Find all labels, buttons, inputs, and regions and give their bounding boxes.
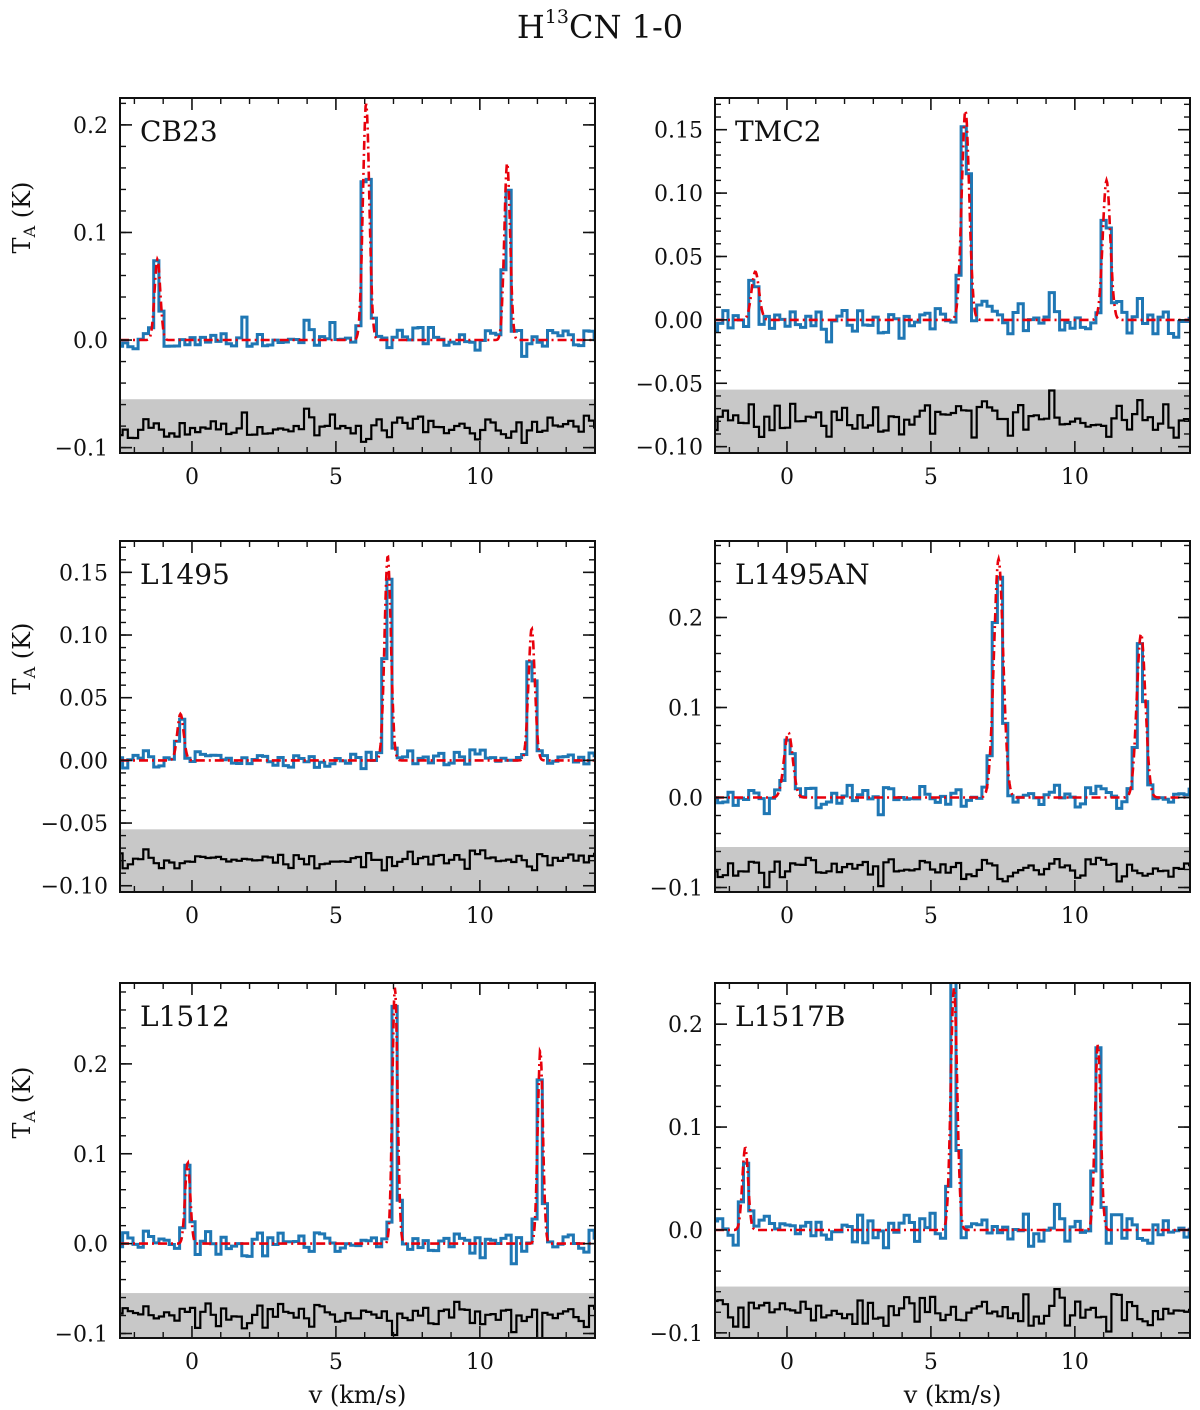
x-tick-label: 5 xyxy=(329,1350,343,1375)
x-tick-label: 10 xyxy=(466,904,494,929)
y-tick-label: 0.2 xyxy=(668,1013,703,1038)
y-axis-label: TA (K) xyxy=(8,623,39,695)
source-label: L1495AN xyxy=(735,558,870,591)
x-tick-label: 5 xyxy=(924,465,938,490)
source-label: L1517B xyxy=(735,1000,845,1033)
panel-l1495an: 0 5 10 −0.1 0.0 0.1 0.2 L1495AN xyxy=(650,540,1191,929)
x-tick-label: 10 xyxy=(1061,904,1089,929)
y-tick-label: 0.10 xyxy=(654,182,703,207)
observed-spectrum xyxy=(715,575,1190,817)
panel-tmc2: 0 5 10 −0.10 −0.05 0.00 0.05 0.10 0.15 TMC2 xyxy=(636,97,1191,490)
y-tick-label: −0.1 xyxy=(650,1322,703,1347)
y-tick-label: 0.00 xyxy=(654,309,703,334)
figure-title-rest: CN 1-0 xyxy=(568,8,684,46)
y-tick-label: 0.0 xyxy=(668,787,703,812)
axes-frame xyxy=(714,540,1191,893)
y-tick-label: 0.1 xyxy=(73,1143,108,1168)
y-tick-label: −0.10 xyxy=(41,875,108,900)
figure-title-main: H xyxy=(516,8,545,46)
observed-spectrum xyxy=(715,125,1190,344)
y-axis-label: TA (K) xyxy=(8,182,39,254)
axes-frame xyxy=(119,540,596,893)
y-tick-label: 0.0 xyxy=(668,1219,703,1244)
observed-spectrum xyxy=(120,177,595,358)
y-tick-label: 0.2 xyxy=(668,607,703,632)
x-tick-label: 0 xyxy=(780,904,794,929)
x-tick-label: 10 xyxy=(1061,1350,1089,1375)
observed-spectrum xyxy=(120,577,595,771)
panel-l1517b: 0 5 10 −0.1 0.0 0.1 0.2 L1517B v (km/s) xyxy=(650,982,1191,1409)
panel-cb23: 0 5 10 −0.1 0.0 0.1 0.2 CB23 TA (K) xyxy=(8,97,596,490)
residual-spectrum xyxy=(120,407,595,444)
source-label: TMC2 xyxy=(735,115,822,148)
x-tick-label: 5 xyxy=(329,904,343,929)
residual-spectrum xyxy=(715,856,1190,889)
x-tick-label: 5 xyxy=(924,904,938,929)
y-tick-label: 0.05 xyxy=(59,687,108,712)
x-tick-label: 10 xyxy=(466,1350,494,1375)
observed-spectrum xyxy=(120,1004,595,1266)
residual-spectrum xyxy=(120,1300,595,1338)
x-tick-label: 10 xyxy=(1061,465,1089,490)
source-label: CB23 xyxy=(140,115,218,148)
panel-l1512: 0 5 10 −0.1 0.0 0.1 0.2 L1512 TA (K) v (km/s) xyxy=(8,982,596,1409)
model-fit xyxy=(120,987,595,1245)
x-tick-label: 0 xyxy=(780,465,794,490)
y-tick-label: 0.2 xyxy=(73,114,108,139)
source-label: L1495 xyxy=(140,558,230,591)
figure-title-isotope: 13 xyxy=(544,6,569,28)
x-tick-label: 0 xyxy=(780,1350,794,1375)
y-tick-label: −0.10 xyxy=(636,436,703,461)
y-tick-label: −0.1 xyxy=(55,1323,108,1348)
y-axis-label: TA (K) xyxy=(8,1067,39,1139)
x-tick-label: 10 xyxy=(466,465,494,490)
axes-frame xyxy=(714,97,1191,454)
x-tick-label: 0 xyxy=(185,465,199,490)
source-label: L1512 xyxy=(140,1000,230,1033)
residual-spectrum xyxy=(715,389,1190,439)
y-tick-label: 0.00 xyxy=(59,749,108,774)
y-tick-label: 0.15 xyxy=(59,561,108,586)
y-tick-label: −0.05 xyxy=(636,372,703,397)
model-fit xyxy=(715,988,1190,1232)
y-tick-label: 0.1 xyxy=(73,221,108,246)
y-tick-label: −0.05 xyxy=(41,812,108,837)
x-tick-label: 0 xyxy=(185,904,199,929)
y-tick-label: 0.2 xyxy=(73,1053,108,1078)
y-tick-label: 0.1 xyxy=(668,697,703,722)
residual-spectrum xyxy=(120,848,595,872)
y-tick-label: 0.05 xyxy=(654,245,703,270)
panel-l1495: 0 5 10 −0.10 −0.05 0.00 0.05 0.10 0.15 L1495 TA (K… xyxy=(8,540,596,929)
y-tick-label: −0.1 xyxy=(650,877,703,902)
model-fit xyxy=(715,553,1190,799)
y-tick-label: 0.15 xyxy=(654,119,703,144)
x-axis-label: v (km/s) xyxy=(903,1381,1002,1409)
x-axis-label: v (km/s) xyxy=(308,1381,407,1409)
model-fit xyxy=(120,554,595,762)
axes-frame xyxy=(119,982,596,1339)
axes-frame xyxy=(714,982,1191,1339)
figure-title: H13CN 1-0 xyxy=(0,6,1200,46)
residual-spectrum xyxy=(715,1288,1190,1333)
y-tick-label: 0.10 xyxy=(59,624,108,649)
y-tick-label: 0.0 xyxy=(73,1233,108,1258)
model-fit xyxy=(120,103,595,342)
x-tick-label: 0 xyxy=(185,1350,199,1375)
y-tick-label: 0.0 xyxy=(73,329,108,354)
residual-band xyxy=(715,847,1190,892)
x-tick-label: 5 xyxy=(924,1350,938,1375)
y-tick-label: 0.1 xyxy=(668,1116,703,1141)
model-fit xyxy=(715,110,1190,322)
x-tick-label: 5 xyxy=(329,465,343,490)
y-tick-label: −0.1 xyxy=(55,437,108,462)
